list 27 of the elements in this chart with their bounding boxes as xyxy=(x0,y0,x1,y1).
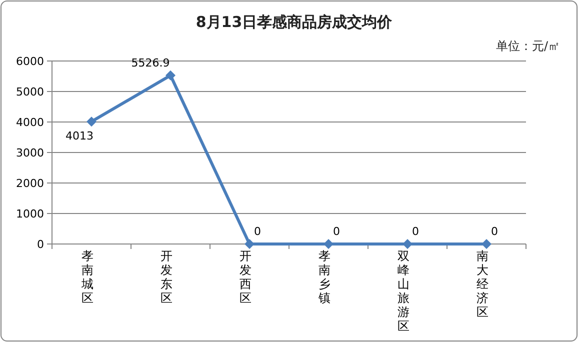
y-tick-label: 4000 xyxy=(16,116,44,129)
y-tick-label: 2000 xyxy=(16,177,44,190)
data-label: 4013 xyxy=(66,130,94,143)
point xyxy=(166,70,176,80)
x-tick-label: 开发西区 xyxy=(240,249,252,305)
point xyxy=(86,116,96,127)
x-tick-label: 南大经济区 xyxy=(476,249,488,319)
y-tick-label: 3000 xyxy=(16,146,44,160)
data-label: 0 xyxy=(412,225,419,238)
point xyxy=(402,239,412,249)
data-label: 0 xyxy=(254,225,261,238)
data-label: 0 xyxy=(333,225,340,238)
point xyxy=(482,239,492,249)
x-tick-label: 双峰山旅游区 xyxy=(398,249,410,333)
x-tick-label: 孝南乡镇 xyxy=(318,249,330,305)
data-label: 5526.9 xyxy=(131,56,170,70)
x-tick-label: 孝南城区 xyxy=(80,249,94,305)
point xyxy=(324,239,334,249)
x-tick-label: 开发东区 xyxy=(160,249,172,305)
y-tick-label: 1000 xyxy=(16,208,44,220)
y-tick-label: 6000 xyxy=(16,55,44,68)
y-tick-label: 0 xyxy=(37,238,44,251)
point xyxy=(244,239,254,249)
chart-title: 8月13日孝感商品房成交均价 xyxy=(196,13,394,31)
text: 单位：元/㎡ xyxy=(496,39,560,53)
y-tick-label: 5000 xyxy=(16,86,44,98)
data-label: 0 xyxy=(491,225,498,238)
